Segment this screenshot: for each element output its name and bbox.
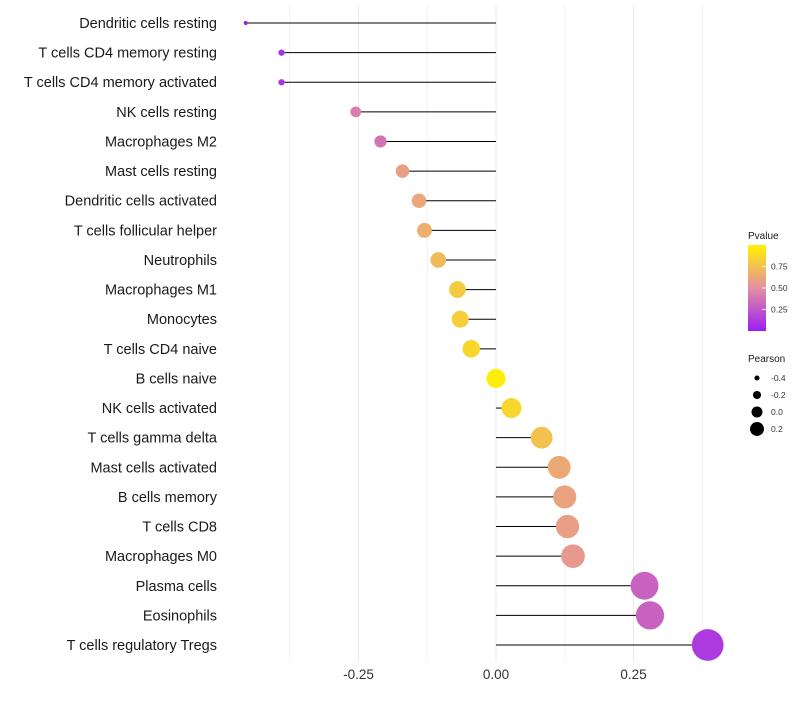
category-label: B cells naive [136, 371, 217, 387]
pearson-size-label: -0.2 [771, 390, 786, 400]
pvalue-legend: Pvalue 0.75 0.50 0.25 [748, 231, 788, 331]
category-label: B cells memory [118, 490, 218, 506]
category-label: T cells regulatory Tregs [67, 638, 217, 654]
category-label: T cells CD4 naive [104, 342, 217, 358]
grid-layer [289, 5, 703, 662]
lollipop-point [530, 426, 553, 449]
pvalue-tick-label: 0.25 [771, 305, 788, 315]
pearson-size-label: 0.2 [771, 424, 783, 434]
lollipop-point [630, 571, 659, 600]
lollipop-point [486, 368, 506, 388]
x-tick-label: 0.00 [483, 667, 509, 682]
lollipop-point [350, 106, 362, 118]
lollipop-point [278, 49, 285, 56]
category-label: Monocytes [147, 312, 217, 328]
pvalue-colorbar [748, 245, 766, 331]
category-label: Mast cells resting [105, 164, 217, 180]
lollipop-point [449, 281, 466, 298]
pearson-size-key [754, 375, 760, 381]
pvalue-tick-label: 0.50 [771, 283, 788, 293]
category-label: Macrophages M2 [105, 134, 217, 150]
pearson-legend: Pearson -0.4 -0.2 0.0 0.2 [748, 354, 786, 436]
category-label: Dendritic cells resting [79, 16, 217, 32]
pearson-size-key [750, 422, 764, 436]
lollipop-point [430, 252, 447, 268]
category-labels: Dendritic cells resting T cells CD4 memor… [24, 16, 218, 654]
lollipop-point [395, 164, 410, 178]
x-tick-label: -0.25 [343, 667, 374, 682]
pearson-size-key [751, 406, 763, 418]
point-layer [243, 20, 724, 661]
category-label: NK cells activated [102, 401, 217, 417]
category-label: Neutrophils [144, 253, 217, 269]
category-label: Macrophages M1 [105, 283, 217, 299]
category-label: T cells CD4 memory resting [38, 46, 217, 62]
lollipop-point [451, 310, 469, 328]
category-label: Mast cells activated [90, 460, 217, 476]
category-label: Macrophages M0 [105, 549, 217, 565]
pearson-size-label: 0.0 [771, 407, 783, 417]
stem-layer [245, 22, 708, 646]
lollipop-point [243, 20, 248, 26]
category-label: T cells CD8 [142, 520, 217, 536]
category-label: Dendritic cells activated [65, 194, 217, 210]
lollipop-point [691, 629, 724, 661]
x-tick-label: 0.25 [620, 667, 646, 682]
category-label: T cells gamma delta [88, 431, 218, 447]
pearson-size-key [752, 390, 762, 400]
pvalue-tick-label: 0.75 [771, 262, 788, 272]
lollipop-point [635, 601, 665, 630]
x-axis-ticks: -0.25 0.00 0.25 [343, 667, 647, 682]
pearson-legend-title: Pearson [748, 354, 785, 365]
lollipop-point [561, 544, 585, 568]
lollipop-point [417, 222, 432, 238]
category-label: Plasma cells [136, 579, 217, 595]
pvalue-legend-title: Pvalue [748, 231, 779, 242]
lollipop-point [555, 514, 580, 539]
lollipop-point [374, 135, 387, 148]
category-label: Eosinophils [143, 608, 217, 624]
pearson-size-label: -0.4 [771, 373, 786, 383]
lollipop-point [553, 485, 577, 509]
category-label: NK cells resting [116, 105, 217, 121]
category-label: T cells follicular helper [74, 223, 217, 239]
category-label: T cells CD4 memory activated [24, 75, 217, 91]
lollipop-point [547, 455, 571, 479]
lollipop-point [462, 340, 481, 358]
lollipop-point [278, 79, 285, 86]
lollipop-point [411, 193, 427, 208]
lollipop-point [501, 398, 522, 419]
